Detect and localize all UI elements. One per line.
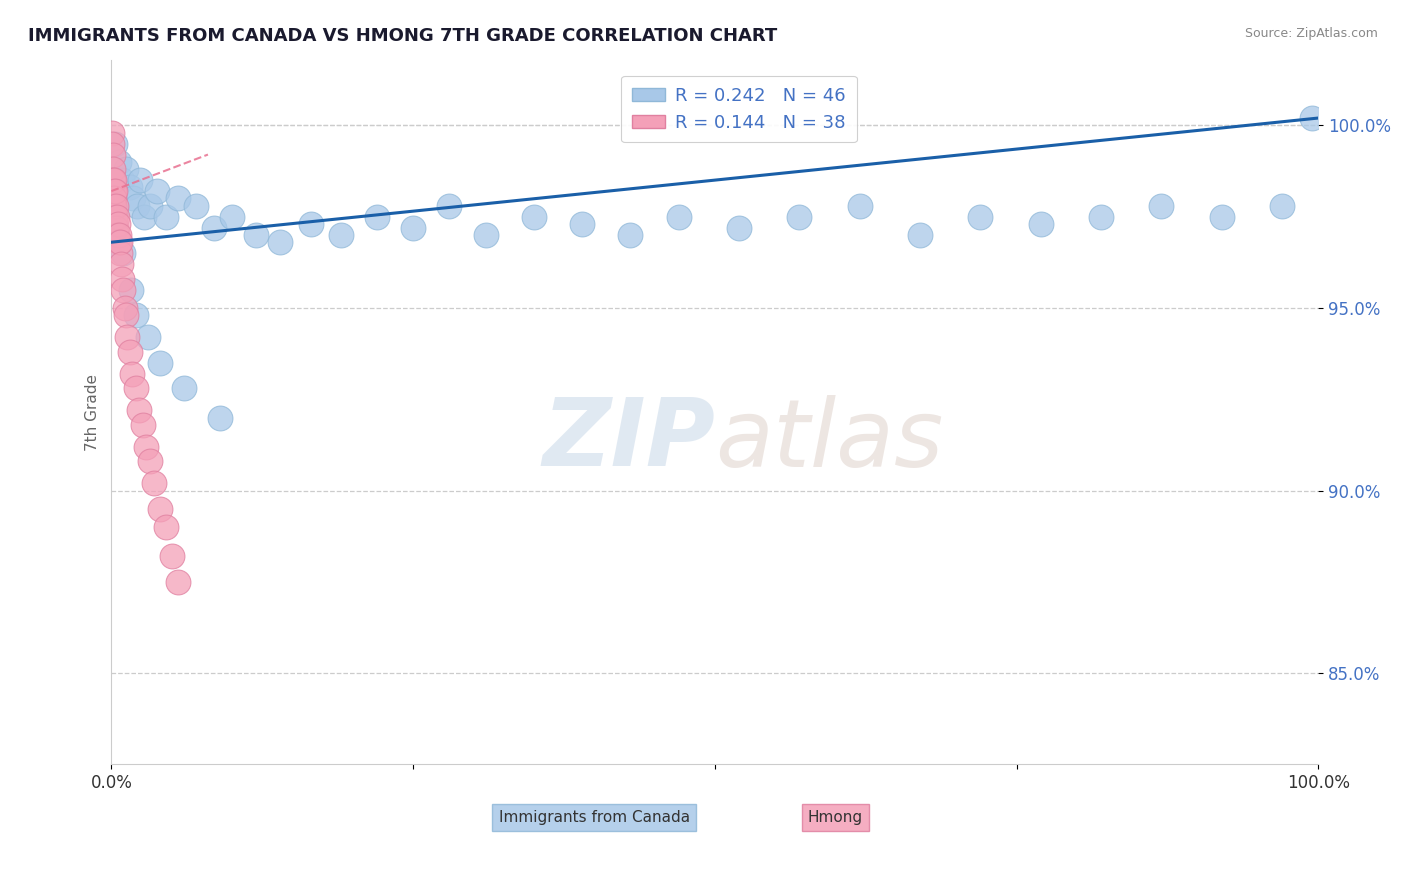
Point	[366, 210, 388, 224]
Point	[155, 520, 177, 534]
Point	[139, 454, 162, 468]
Point	[129, 173, 152, 187]
Point	[1029, 217, 1052, 231]
Point	[474, 227, 496, 242]
Point	[132, 210, 155, 224]
Y-axis label: 7th Grade: 7th Grade	[86, 374, 100, 450]
Point	[269, 235, 291, 250]
Point	[1301, 111, 1323, 125]
Point	[112, 283, 135, 297]
Point	[105, 220, 128, 235]
Point	[114, 301, 136, 315]
Point	[107, 154, 129, 169]
Point	[135, 440, 157, 454]
Point	[668, 210, 690, 224]
Point	[107, 227, 129, 242]
Point	[969, 210, 991, 224]
Point	[1271, 199, 1294, 213]
Text: IMMIGRANTS FROM CANADA VS HMONG 7TH GRADE CORRELATION CHART: IMMIGRANTS FROM CANADA VS HMONG 7TH GRAD…	[28, 27, 778, 45]
Point	[1211, 210, 1233, 224]
Point	[115, 308, 138, 322]
Point	[142, 476, 165, 491]
Point	[299, 217, 322, 231]
Point	[139, 199, 162, 213]
Text: Source: ZipAtlas.com: Source: ZipAtlas.com	[1244, 27, 1378, 40]
Point	[110, 235, 132, 250]
Point	[115, 162, 138, 177]
Point	[523, 210, 546, 224]
Point	[571, 217, 593, 231]
Point	[245, 227, 267, 242]
Point	[221, 210, 243, 224]
Point	[128, 403, 150, 417]
Point	[103, 173, 125, 187]
Point	[136, 330, 159, 344]
Point	[103, 199, 125, 213]
Point	[728, 220, 751, 235]
Point	[121, 367, 143, 381]
Point	[120, 283, 142, 297]
Point	[908, 227, 931, 242]
Point	[329, 227, 352, 242]
Point	[108, 246, 131, 260]
Point	[439, 199, 461, 213]
Point	[111, 271, 134, 285]
Point	[101, 136, 124, 151]
Text: Hmong: Hmong	[808, 810, 863, 825]
Point	[173, 381, 195, 395]
Point	[125, 199, 148, 213]
Point	[402, 220, 425, 235]
Point	[122, 191, 145, 205]
Point	[112, 246, 135, 260]
Point	[132, 417, 155, 432]
Point	[110, 257, 132, 271]
Point	[124, 381, 146, 395]
Point	[208, 410, 231, 425]
Point	[108, 227, 131, 242]
Point	[166, 191, 188, 205]
Text: atlas: atlas	[714, 395, 943, 486]
Point	[160, 549, 183, 564]
Point	[115, 330, 138, 344]
Point	[103, 191, 125, 205]
Point	[105, 210, 128, 224]
Point	[124, 308, 146, 322]
Point	[118, 180, 141, 194]
Point	[146, 184, 169, 198]
Point	[619, 227, 641, 242]
Point	[103, 184, 125, 198]
Point	[202, 220, 225, 235]
Point	[101, 126, 124, 140]
Point	[184, 199, 207, 213]
Point	[118, 344, 141, 359]
Point	[107, 217, 129, 231]
Point	[111, 173, 134, 187]
Point	[101, 147, 124, 161]
Text: ZIP: ZIP	[541, 394, 714, 486]
Point	[107, 235, 129, 250]
Legend: R = 0.242   N = 46, R = 0.144   N = 38: R = 0.242 N = 46, R = 0.144 N = 38	[621, 76, 856, 143]
Point	[104, 199, 127, 213]
Text: Immigrants from Canada: Immigrants from Canada	[499, 810, 690, 825]
Point	[103, 173, 125, 187]
Point	[155, 210, 177, 224]
Point	[1150, 199, 1173, 213]
Point	[149, 356, 172, 370]
Point	[789, 210, 811, 224]
Point	[104, 210, 127, 224]
Point	[101, 162, 124, 177]
Point	[1090, 210, 1112, 224]
Point	[104, 184, 127, 198]
Point	[848, 199, 870, 213]
Point	[166, 574, 188, 589]
Point	[104, 136, 127, 151]
Point	[149, 501, 172, 516]
